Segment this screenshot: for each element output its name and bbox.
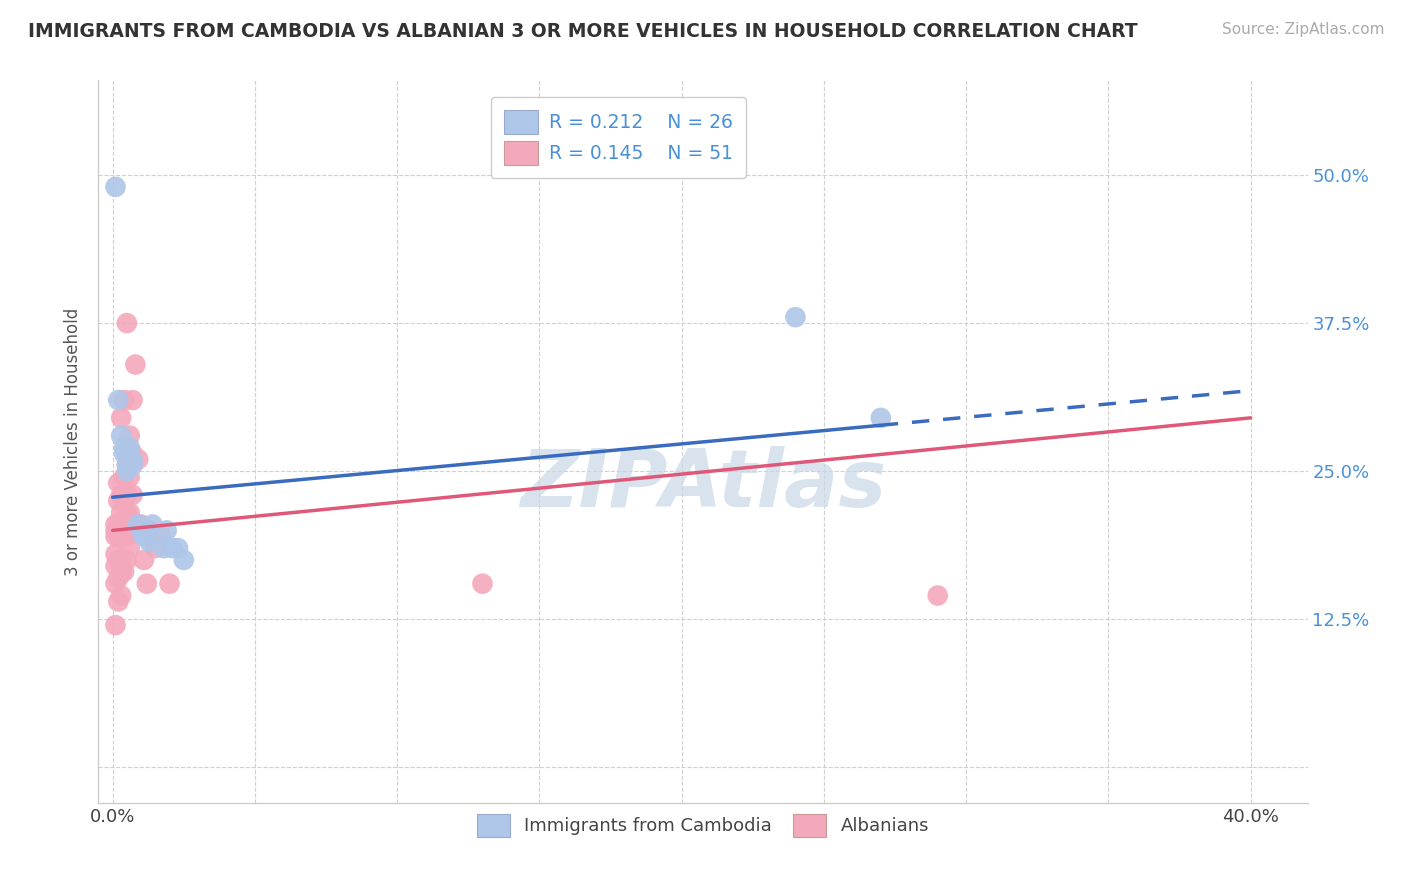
Point — [110, 410, 132, 425]
Point — [138, 535, 160, 549]
Point — [127, 517, 149, 532]
Point — [135, 529, 157, 543]
Point — [110, 488, 132, 502]
Y-axis label: 3 or more Vehicles in Household: 3 or more Vehicles in Household — [65, 308, 83, 575]
Point — [112, 529, 135, 543]
Point — [115, 553, 138, 567]
Point — [107, 517, 129, 532]
Point — [132, 553, 155, 567]
Point — [110, 524, 132, 538]
Point — [118, 428, 141, 442]
Point — [107, 493, 129, 508]
Point — [127, 452, 149, 467]
Point — [115, 464, 138, 478]
Point — [115, 452, 138, 467]
Point — [129, 524, 152, 538]
Point — [112, 446, 135, 460]
Point — [785, 310, 807, 325]
Point — [167, 541, 190, 556]
Point — [112, 470, 135, 484]
Point — [115, 458, 138, 473]
Point — [150, 529, 173, 543]
Point — [173, 553, 195, 567]
Point — [135, 576, 157, 591]
Point — [156, 524, 179, 538]
Point — [112, 517, 135, 532]
Point — [107, 529, 129, 543]
Point — [107, 475, 129, 490]
Point — [143, 541, 166, 556]
Point — [107, 571, 129, 585]
Point — [118, 506, 141, 520]
Point — [104, 576, 127, 591]
Point — [104, 618, 127, 632]
Point — [104, 517, 127, 532]
Point — [869, 410, 891, 425]
Point — [112, 493, 135, 508]
Point — [112, 565, 135, 579]
Point — [115, 506, 138, 520]
Point — [110, 553, 132, 567]
Point — [115, 316, 138, 330]
Point — [121, 452, 143, 467]
Point — [129, 517, 152, 532]
Point — [107, 393, 129, 408]
Point — [104, 529, 127, 543]
Text: IMMIGRANTS FROM CAMBODIA VS ALBANIAN 3 OR MORE VEHICLES IN HOUSEHOLD CORRELATION: IMMIGRANTS FROM CAMBODIA VS ALBANIAN 3 O… — [28, 22, 1137, 41]
Point — [132, 529, 155, 543]
Point — [104, 180, 127, 194]
Point — [162, 541, 184, 556]
Point — [104, 547, 127, 561]
Point — [110, 506, 132, 520]
Point — [471, 576, 494, 591]
Point — [112, 441, 135, 455]
Point — [118, 446, 141, 460]
Point — [159, 576, 181, 591]
Point — [104, 558, 127, 573]
Point — [112, 393, 135, 408]
Point — [124, 358, 146, 372]
Point — [110, 428, 132, 442]
Point — [153, 541, 176, 556]
Point — [107, 594, 129, 608]
Point — [115, 529, 138, 543]
Point — [110, 565, 132, 579]
Point — [118, 470, 141, 484]
Point — [927, 589, 949, 603]
Text: Source: ZipAtlas.com: Source: ZipAtlas.com — [1222, 22, 1385, 37]
Point — [110, 589, 132, 603]
Point — [121, 488, 143, 502]
Legend: Immigrants from Cambodia, Albanians: Immigrants from Cambodia, Albanians — [467, 803, 939, 848]
Point — [121, 393, 143, 408]
Point — [104, 524, 127, 538]
Point — [118, 452, 141, 467]
Point — [118, 541, 141, 556]
Point — [141, 517, 163, 532]
Point — [115, 488, 138, 502]
Point — [115, 458, 138, 473]
Point — [107, 553, 129, 567]
Point — [121, 458, 143, 473]
Point — [138, 524, 160, 538]
Point — [121, 446, 143, 460]
Point — [118, 441, 141, 455]
Text: ZIPAtlas: ZIPAtlas — [520, 446, 886, 524]
